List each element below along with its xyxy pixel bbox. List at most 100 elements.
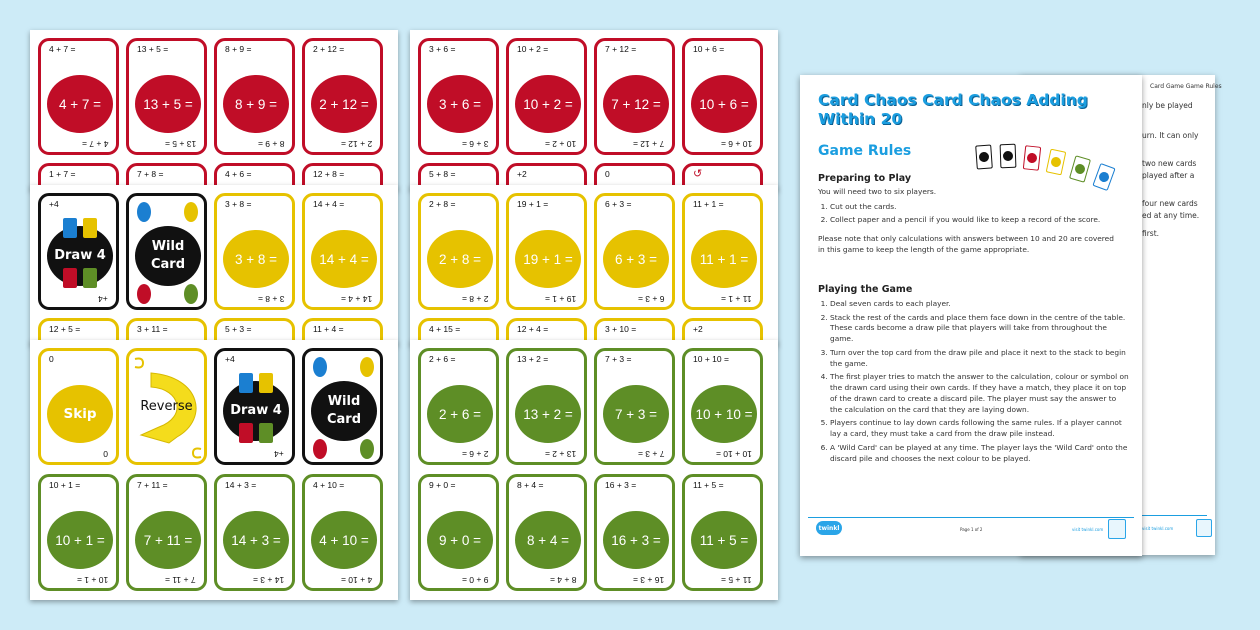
card-corner-top: 2 + 8 = (429, 199, 456, 209)
card-corner-top: 2 + 12 = (313, 44, 345, 54)
card-corner-bottom: 10 + 10 = (716, 449, 752, 459)
playing-step: Deal seven cards to each player. (830, 299, 1130, 310)
playing-step: The first player tries to match the answ… (830, 372, 1130, 415)
card-corner-bottom: 7 + 3 = (637, 449, 664, 459)
card-corner-top: 3 + 10 = (605, 324, 637, 334)
card-corner-top: 12 + 8 = (313, 169, 345, 179)
page2-green-sheet: 2 + 6 = 2 + 6 = 2 + 6 = 13 + 2 = 13 + 2 … (410, 340, 778, 600)
playing-steps: Deal seven cards to each player. Stack t… (818, 299, 1130, 464)
card-corner-top: +2 (517, 169, 527, 179)
card-corner-bottom: 0 (103, 449, 108, 459)
card-center-oval: 3 + 6 = (427, 75, 493, 133)
card-corner-bottom: 14 + 3 = (252, 575, 284, 585)
card-corner-bottom: 3 + 6 = (461, 139, 488, 149)
yellow-dot-icon (184, 202, 198, 222)
card-corner-top: 12 + 5 = (49, 324, 81, 334)
back-text-fragment: played after a (1142, 171, 1195, 180)
math-card: 6 + 3 = 6 + 3 = 6 + 3 = (594, 193, 675, 310)
card-corner-bottom: 16 + 3 = (632, 575, 664, 585)
card-center-oval: 4 + 10 = (311, 511, 377, 569)
reverse-arrow-icon: ↺ (693, 168, 703, 180)
quality-badge-icon (1108, 519, 1126, 539)
card-corner-top: 5 + 8 = (429, 169, 456, 179)
section-heading-preparing: Preparing to Play (818, 173, 912, 184)
page1-green-sheet: 0 Skip 0 Reverse +4 Draw 4 +4 Wild Card … (30, 340, 398, 600)
card-corner-top: 6 + 3 = (605, 199, 632, 209)
card-corner-bottom: 4 + 7 = (81, 139, 108, 149)
math-card: 8 + 9 = 8 + 9 = 8 + 9 = (214, 38, 295, 155)
footer-site-link[interactable]: visit twinkl.com (1072, 527, 1104, 532)
card-center-oval: Skip (47, 385, 113, 443)
reverse-arrow-icon (134, 357, 202, 459)
reverse-label: Reverse (140, 399, 193, 414)
card-corner-bottom: 10 + 1 = (76, 575, 108, 585)
card-center-oval: 13 + 5 = (135, 75, 201, 133)
card-center-oval: 9 + 0 = (427, 511, 493, 569)
green-dot-icon (360, 439, 374, 459)
card-corner-top: 0 (605, 169, 610, 179)
page2-red-sheet: 3 + 6 = 3 + 6 = 3 + 6 = 10 + 2 = 10 + 2 … (410, 30, 778, 190)
math-card: 2 + 6 = 2 + 6 = 2 + 6 = (418, 348, 499, 465)
card-center-oval: 3 + 8 = (223, 230, 289, 288)
card-corner-top: 8 + 9 = (225, 44, 252, 54)
card-corner-bottom: 8 + 4 = (549, 575, 576, 585)
card-corner-top: 10 + 2 = (517, 44, 549, 54)
card-center-oval: Draw 4 (223, 381, 289, 441)
math-card: 13 + 5 = 13 + 5 = 13 + 5 = (126, 38, 207, 155)
math-card: 8 + 4 = 8 + 4 = 8 + 4 = (506, 474, 587, 591)
draw-four-card: +4 Draw 4 +4 (38, 193, 119, 310)
page1-yellow-sheet: +4 Draw 4 +4 Wild Card 3 + 8 = 3 + 8 = 3… (30, 185, 398, 345)
card-corner-top: 3 + 6 = (429, 44, 456, 54)
mini-yellow-card-icon (1045, 148, 1067, 176)
card-center-oval: 11 + 1 = (691, 230, 757, 288)
card-corner-top: 7 + 11 = (137, 480, 168, 490)
math-card: 11 + 1 = 11 + 1 = 11 + 1 = (682, 193, 763, 310)
card-corner-top: 7 + 8 = (137, 169, 164, 179)
card-corner-top: 0 (49, 354, 54, 364)
wild-label-line2: Card (150, 257, 186, 272)
card-corner-bottom: 2 + 6 = (461, 449, 488, 459)
blue-dot-icon (137, 202, 151, 222)
card-corner-top: 10 + 10 = (693, 354, 729, 364)
back-text-fragment: two new cards (1142, 159, 1197, 168)
card-corner-top: 3 + 8 = (225, 199, 252, 209)
preparing-step: Collect paper and a pencil if you would … (830, 215, 1138, 226)
card-center-oval: Draw 4 (47, 226, 113, 286)
card-center-oval: 14 + 3 = (223, 511, 289, 569)
card-corner-bottom: 14 + 4 = (340, 294, 372, 304)
playing-step: Players continue to lay down cards follo… (830, 418, 1130, 439)
card-corner-top: +4 (225, 354, 235, 364)
card-corner-bottom: 2 + 8 = (461, 294, 488, 304)
red-dot-icon (313, 439, 327, 459)
footer-divider (808, 517, 1134, 518)
card-corner-bottom: 8 + 9 = (257, 139, 284, 149)
math-card: 13 + 2 = 13 + 2 = 13 + 2 = (506, 348, 587, 465)
card-corner-top: 7 + 12 = (605, 44, 637, 54)
document-subtitle: Game Rules (818, 143, 912, 159)
red-square-icon (63, 268, 77, 288)
card-corner-bottom: 3 + 8 = (257, 294, 284, 304)
red-square-icon (239, 423, 253, 443)
back-text-fragment: first. (1142, 229, 1160, 238)
card-center-oval: 8 + 4 = (515, 511, 581, 569)
skip-card: 0 Skip 0 (38, 348, 119, 465)
card-corner-top: 19 + 1 = (517, 199, 549, 209)
card-corner-top: 3 + 11 = (137, 324, 168, 334)
card-corner-bottom: 10 + 2 = (544, 139, 576, 149)
card-corner-top: 10 + 1 = (49, 480, 81, 490)
card-corner-top: 13 + 5 = (137, 44, 169, 54)
red-dot-icon (137, 284, 151, 304)
playing-step: Stack the rest of the cards and place th… (830, 313, 1130, 345)
back-text-fragment: ed at any time. (1142, 211, 1200, 220)
footer-site-link[interactable]: visit twinkl.com (1142, 526, 1174, 531)
math-card: 7 + 12 = 7 + 12 = 7 + 12 = (594, 38, 675, 155)
card-center-oval: 10 + 1 = (47, 511, 113, 569)
card-corner-top: 5 + 3 = (225, 324, 252, 334)
card-center-oval: 13 + 2 = (515, 385, 581, 443)
card-corner-bottom: 13 + 5 = (164, 139, 196, 149)
math-card: 3 + 6 = 3 + 6 = 3 + 6 = (418, 38, 499, 155)
wild-card: Wild Card (126, 193, 207, 310)
card-corner-top: 16 + 3 = (605, 480, 637, 490)
card-center-oval: Wild Card (135, 226, 201, 286)
card-center-oval: 10 + 10 = (691, 385, 757, 443)
